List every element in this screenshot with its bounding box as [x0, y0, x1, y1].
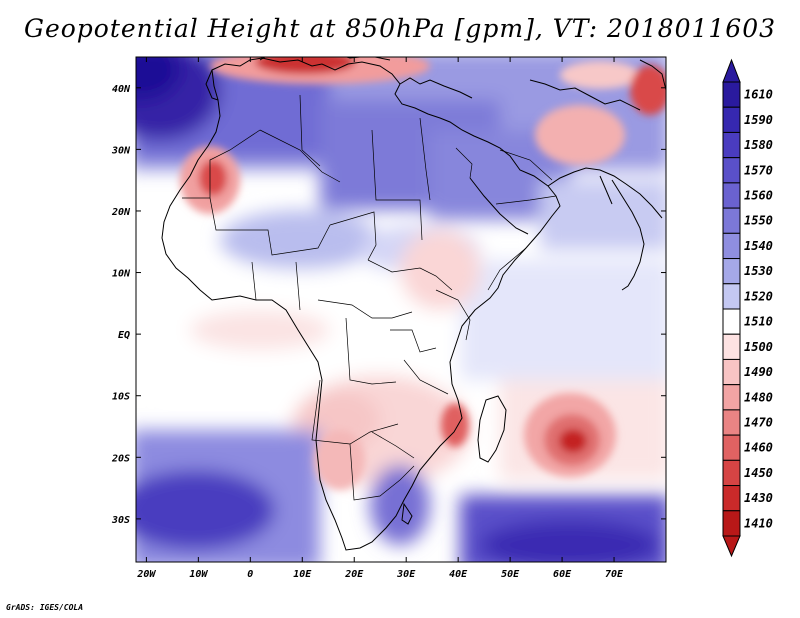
colorbar-label: 1550 [744, 214, 773, 228]
colorbar-label: 1510 [744, 315, 773, 329]
colorbar-box [722, 258, 741, 285]
colorbar-box [722, 106, 741, 133]
colorbar-box [722, 333, 741, 360]
colorbar-box [722, 81, 741, 108]
y-tick-label: 30S [111, 515, 130, 526]
y-tick-label: 10S [112, 392, 130, 403]
x-tick-label: 0 [247, 569, 253, 580]
chart-title: Geopotential Height at 850hPa [gpm], VT:… [23, 14, 777, 43]
colorbar-label: 1500 [744, 340, 773, 354]
colorbar-top-arrow [722, 58, 741, 83]
colorbar-box [722, 485, 741, 512]
colorbar-label: 1410 [744, 516, 773, 530]
colorbar-box [722, 131, 741, 159]
x-tick-label: 40E [449, 569, 468, 580]
colorbar-label: 1610 [744, 88, 773, 102]
x-tick-label: 70E [605, 569, 624, 580]
coastline-outline [161, 57, 666, 551]
axis-ticks [136, 57, 666, 562]
x-axis-tick-labels: 20W 10W 0 10E 20E 30E 40E 50E 60E 70E [136, 569, 624, 580]
y-tick-label: 40N [112, 84, 131, 95]
colorbar-label: 1450 [744, 466, 773, 480]
colorbar-label: 1520 [744, 289, 773, 303]
colorbar-label: 1430 [744, 491, 773, 505]
y-tick-label: 20S [111, 453, 130, 464]
x-tick-label: 20W [136, 569, 156, 580]
colorbar-label: 1570 [744, 163, 773, 177]
colorbar-box [722, 459, 741, 487]
colorbar-label: 1530 [744, 264, 773, 278]
geopotential-field [136, 57, 666, 562]
y-tick-label: 30N [111, 145, 131, 156]
colorbar-box [722, 232, 741, 260]
colorbar-label: 1470 [744, 416, 773, 430]
colorbar-label: 1560 [744, 189, 773, 203]
colorbar-box [722, 207, 741, 234]
colorbar-label: 1460 [744, 441, 773, 455]
x-tick-label: 20E [344, 569, 364, 580]
x-tick-label: 60E [553, 569, 572, 580]
x-tick-label: 10W [189, 569, 208, 580]
colorbar-label: 1580 [744, 138, 773, 152]
country-borders [182, 94, 557, 501]
colorbar-box [722, 409, 741, 436]
plot-frame [135, 56, 667, 563]
colorbar-box [722, 308, 741, 335]
colorbar: 1610 1590 1580 1570 1560 1550 1540 1530 1520 1510… [722, 58, 773, 558]
colorbar-label: 1540 [744, 239, 773, 253]
colorbar-box [722, 182, 741, 209]
grads-credit: GrADS: IGES/COLA [6, 603, 84, 612]
y-tick-label: 20N [111, 207, 131, 218]
x-tick-label: 10E [293, 569, 312, 580]
colorbar-label: 1490 [744, 365, 773, 379]
x-tick-label: 30E [396, 569, 416, 580]
y-tick-label: EQ [118, 330, 130, 341]
colorbar-label: 1480 [744, 390, 773, 404]
x-tick-label: 50E [501, 569, 520, 580]
colorbar-bottom-arrow [722, 535, 741, 558]
colorbar-label: 1590 [744, 113, 773, 127]
colorbar-box [722, 434, 741, 461]
colorbar-box [722, 283, 741, 310]
y-tick-label: 10N [112, 269, 131, 280]
y-axis-tick-labels: 40N 30N 20N 10N EQ 10S 20S 30S [111, 84, 131, 526]
colorbar-box [722, 510, 741, 537]
colorbar-box [722, 384, 741, 411]
colorbar-box [722, 157, 741, 184]
colorbar-box [722, 358, 741, 386]
